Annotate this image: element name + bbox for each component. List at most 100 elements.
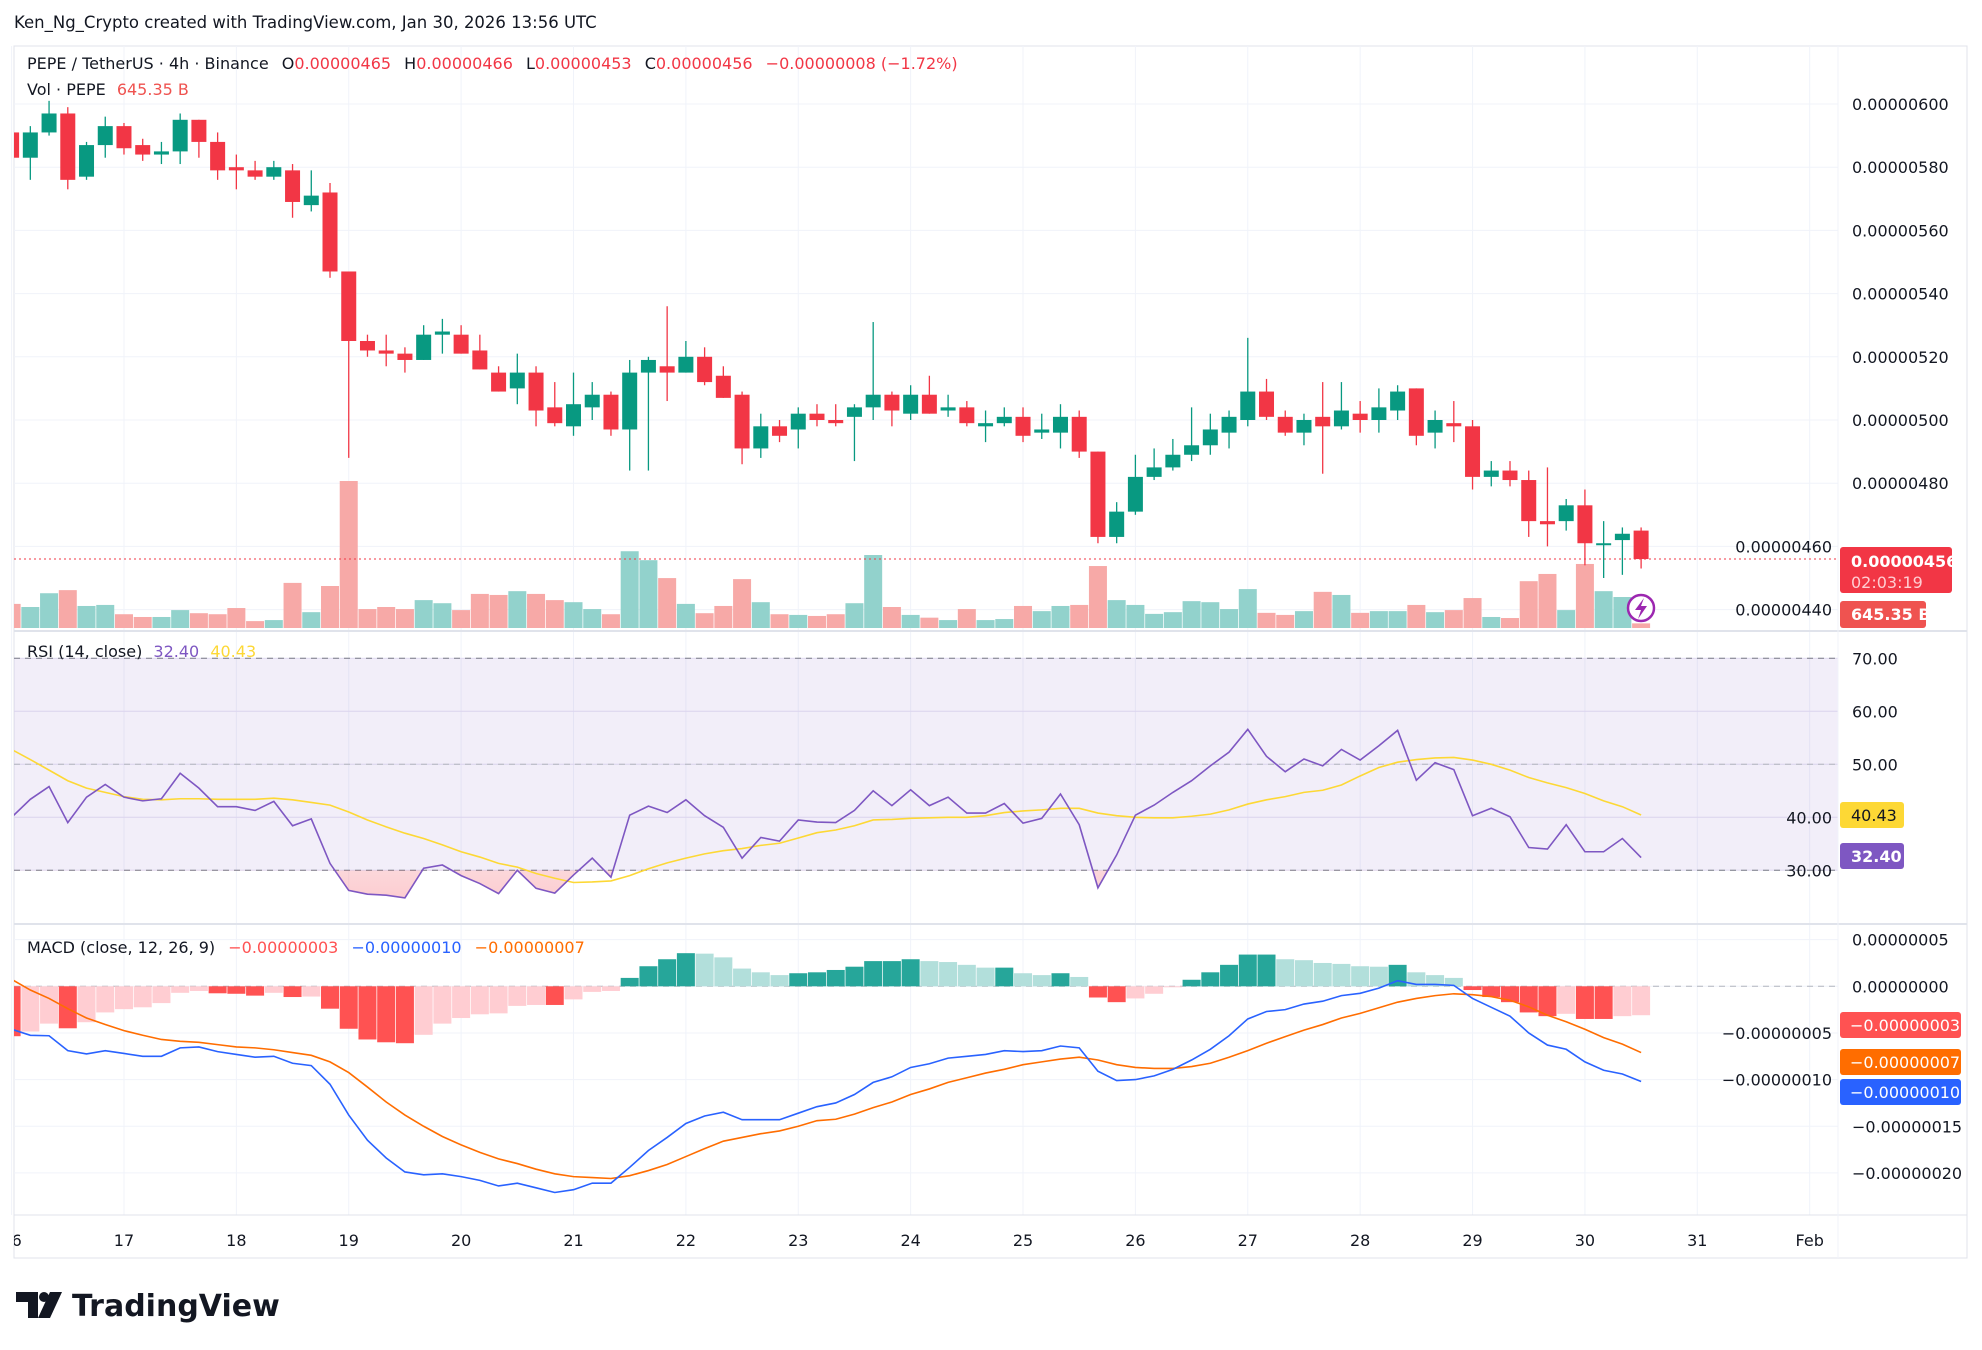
candle[interactable] [790, 407, 806, 449]
candle[interactable] [659, 306, 675, 402]
candle[interactable] [640, 356, 656, 471]
candle[interactable] [1539, 467, 1555, 547]
symbol-legend[interactable]: PEPE / TetherUS · 4h · Binance O0.000004… [27, 54, 958, 73]
candle[interactable] [1333, 382, 1349, 430]
candle[interactable] [1127, 454, 1143, 515]
candle[interactable] [940, 394, 956, 417]
candle[interactable] [622, 359, 638, 471]
candle[interactable] [1090, 451, 1106, 544]
candle[interactable] [828, 404, 844, 427]
candle[interactable] [547, 382, 563, 427]
candle[interactable] [753, 413, 769, 458]
candle[interactable] [472, 334, 488, 370]
macd-histogram-bar [358, 986, 377, 1040]
candle[interactable] [566, 372, 581, 436]
candle[interactable] [1277, 410, 1293, 436]
candle[interactable] [397, 347, 413, 373]
candle[interactable] [22, 126, 38, 180]
candle[interactable] [266, 160, 282, 180]
candle[interactable] [1614, 527, 1630, 575]
candle[interactable] [1034, 413, 1050, 439]
candle[interactable] [584, 382, 600, 420]
candle[interactable] [809, 404, 825, 427]
candle[interactable] [959, 401, 975, 427]
candle[interactable] [135, 138, 151, 161]
volume-bar [377, 607, 396, 628]
candle[interactable] [322, 183, 338, 278]
candle[interactable] [697, 347, 713, 386]
candle[interactable] [60, 107, 76, 190]
candle-body [228, 167, 244, 171]
candle[interactable] [303, 170, 319, 212]
candle[interactable] [285, 164, 301, 218]
candle[interactable] [1408, 388, 1424, 446]
candle[interactable] [1165, 438, 1181, 471]
candle[interactable] [1315, 382, 1331, 474]
candle[interactable] [491, 366, 507, 392]
candle[interactable] [359, 334, 375, 357]
candle[interactable] [79, 141, 95, 180]
candle[interactable] [846, 404, 862, 462]
candle[interactable] [1109, 502, 1125, 544]
candle[interactable] [1633, 527, 1649, 569]
candle[interactable] [1558, 499, 1574, 531]
candle[interactable] [1071, 410, 1087, 458]
candle[interactable] [921, 375, 937, 414]
macd-legend[interactable]: MACD (close, 12, 26, 9) −0.00000003 −0.0… [27, 938, 585, 957]
candle[interactable] [978, 410, 994, 443]
candle[interactable] [416, 325, 432, 360]
lightning-icon[interactable] [1626, 593, 1656, 623]
candle[interactable] [1483, 461, 1499, 487]
candle[interactable] [434, 318, 450, 354]
candle[interactable] [228, 154, 244, 190]
candle[interactable] [1015, 407, 1031, 443]
candle[interactable] [1446, 401, 1462, 443]
candle[interactable] [1390, 385, 1406, 420]
candle[interactable] [734, 391, 750, 465]
candle[interactable] [1146, 448, 1162, 481]
candle[interactable] [1427, 410, 1443, 449]
candle[interactable] [903, 385, 919, 420]
candle[interactable] [678, 341, 694, 373]
candle[interactable] [1502, 461, 1518, 487]
axes[interactable]: 16 17 18 19 20 21 22 23 24 25 26 27 28 29 30 31 Feb 0.000… [1, 95, 1962, 1250]
candle[interactable] [509, 353, 525, 405]
candle[interactable] [191, 119, 207, 158]
candle[interactable] [884, 391, 900, 427]
candle[interactable] [1052, 404, 1068, 449]
candle[interactable] [453, 325, 469, 354]
candle[interactable] [1259, 378, 1275, 420]
candle[interactable] [172, 113, 188, 165]
candle[interactable] [603, 391, 619, 436]
candle[interactable] [1596, 521, 1612, 578]
candle[interactable] [341, 271, 357, 458]
candle[interactable] [865, 322, 881, 420]
candle[interactable] [1371, 388, 1387, 433]
candle[interactable] [247, 160, 263, 180]
candle[interactable] [1184, 407, 1200, 462]
candle[interactable] [1465, 420, 1481, 490]
candle[interactable] [116, 122, 132, 155]
volume-legend[interactable]: Vol · PEPE 645.35 B [27, 80, 189, 99]
candle[interactable] [715, 366, 731, 398]
candle[interactable] [996, 407, 1012, 427]
candle[interactable] [1240, 337, 1256, 427]
candle[interactable] [772, 420, 788, 443]
candle[interactable] [41, 100, 57, 136]
candle[interactable] [4, 129, 20, 158]
candle[interactable] [97, 116, 113, 158]
tradingview-logo[interactable]: TradingView [16, 1289, 280, 1324]
candle[interactable] [1352, 401, 1368, 433]
candle[interactable] [1221, 410, 1237, 449]
candle[interactable] [153, 141, 169, 165]
candle[interactable] [528, 366, 544, 427]
rsi-legend[interactable]: RSI (14, close) 32.40 40.43 [27, 642, 256, 661]
candle[interactable] [1521, 470, 1537, 537]
candle[interactable] [1296, 413, 1312, 446]
candle[interactable] [1577, 489, 1593, 566]
time-axis-label: 19 [339, 1231, 359, 1250]
candle[interactable] [378, 334, 394, 367]
candle[interactable] [210, 132, 226, 180]
candle[interactable] [1202, 413, 1218, 455]
